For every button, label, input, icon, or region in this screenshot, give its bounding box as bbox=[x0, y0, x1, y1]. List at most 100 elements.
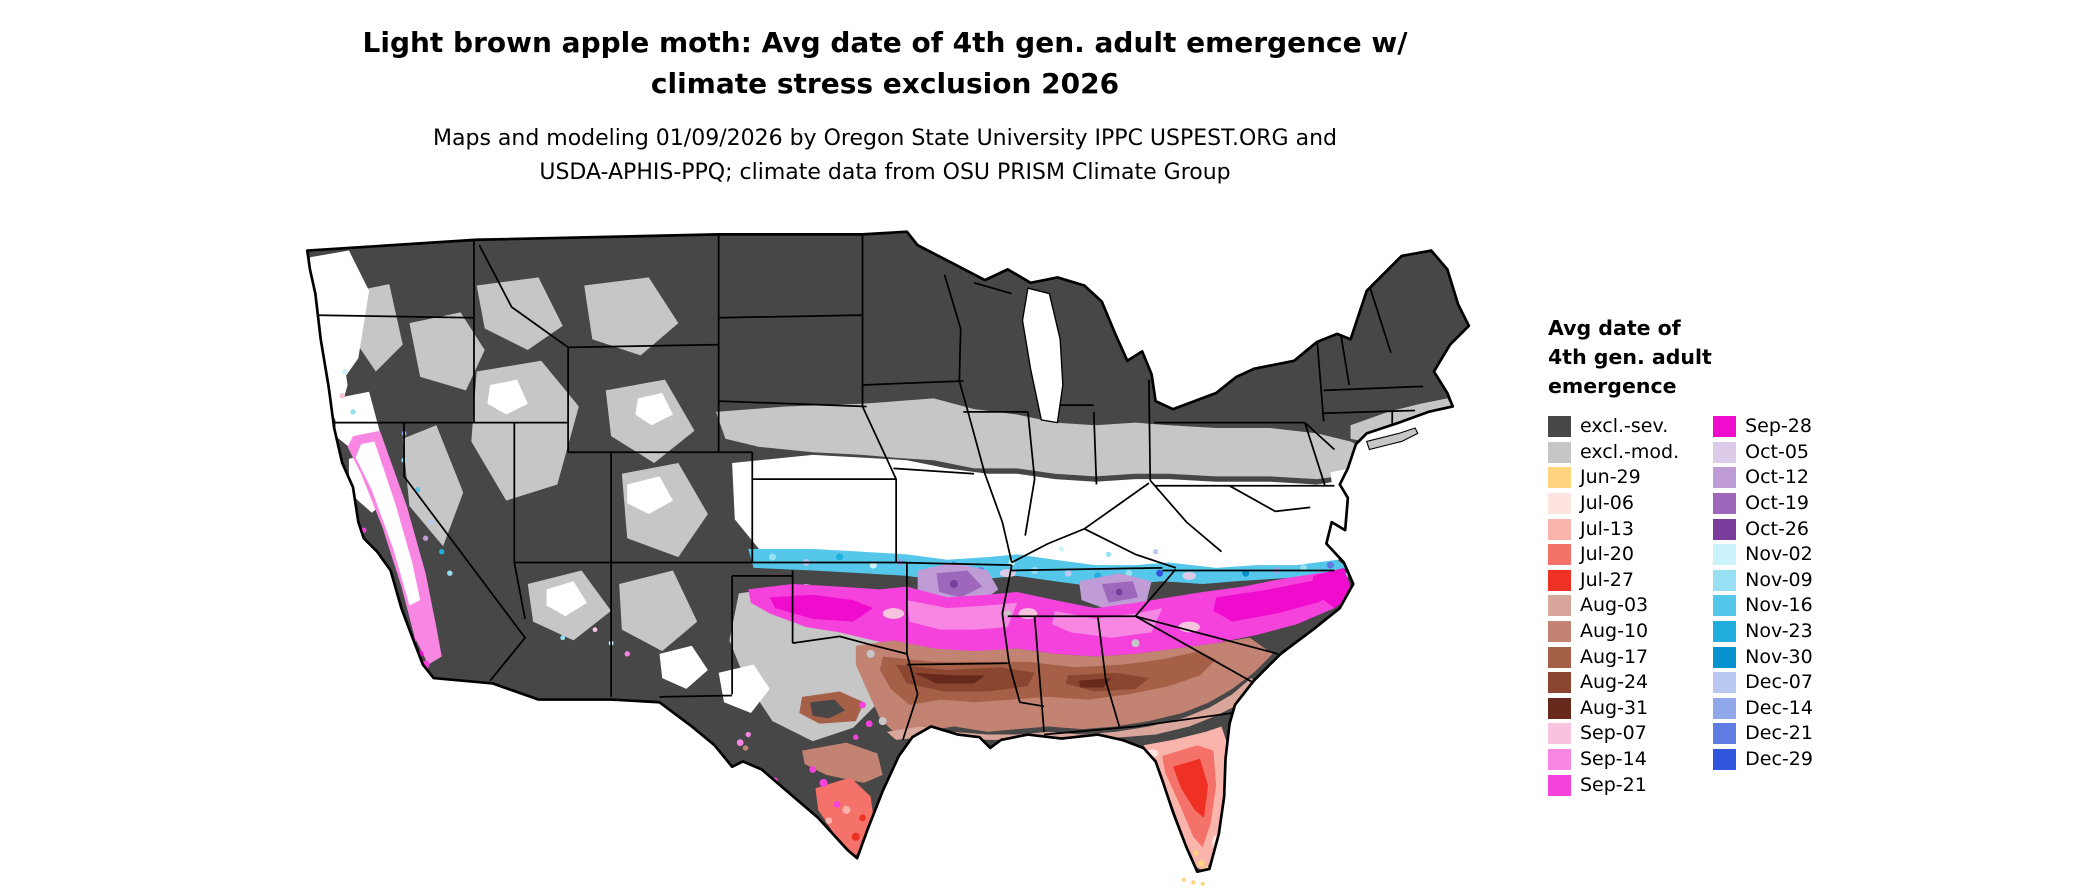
legend-column-1: excl.-sev. excl.-mod. Jun-29 Jul-06 Jul-13 Ju… bbox=[1548, 414, 1679, 798]
map-band-november-december bbox=[748, 546, 1348, 591]
legend-swatch bbox=[1548, 646, 1571, 668]
legend-swatch bbox=[1713, 493, 1737, 515]
legend-swatch bbox=[1713, 672, 1737, 694]
legend-label: Nov-02 bbox=[1745, 543, 1813, 566]
legend-swatch bbox=[1548, 595, 1571, 617]
legend-swatch bbox=[1713, 467, 1737, 489]
legend-item: Nov-23 bbox=[1713, 619, 1813, 645]
legend-swatch bbox=[1548, 774, 1571, 796]
legend-item: Dec-07 bbox=[1713, 670, 1813, 696]
legend-item: Jul-13 bbox=[1548, 516, 1679, 542]
legend-item: Nov-02 bbox=[1713, 542, 1813, 568]
map-title: Light brown apple moth: Avg date of 4th … bbox=[362, 26, 1408, 100]
legend-item: Nov-16 bbox=[1713, 593, 1813, 619]
legend-item: Sep-28 bbox=[1713, 414, 1813, 440]
map-region-urban-specks bbox=[866, 610, 1140, 726]
legend-label: Aug-10 bbox=[1580, 620, 1649, 643]
legend-swatch bbox=[1713, 416, 1737, 438]
legend-item: Dec-14 bbox=[1713, 696, 1813, 722]
legend-swatch bbox=[1548, 621, 1571, 643]
legend-swatch bbox=[1713, 749, 1737, 771]
legend-swatch bbox=[1548, 569, 1571, 591]
legend-swatch bbox=[1548, 544, 1571, 566]
legend-item: Jul-20 bbox=[1548, 542, 1679, 568]
map-us-outline bbox=[305, 230, 1471, 874]
map-band-september bbox=[748, 567, 1354, 657]
legend-swatch bbox=[1713, 621, 1737, 643]
map-region-october-purple bbox=[917, 562, 1196, 611]
legend-label: Sep-28 bbox=[1745, 415, 1812, 438]
legend-item: Oct-05 bbox=[1713, 440, 1813, 466]
florida-keys-specks bbox=[1181, 877, 1205, 886]
legend-item: Aug-31 bbox=[1548, 696, 1679, 722]
legend-columns: excl.-sev. excl.-mod. Jun-29 Jul-06 Jul-13 Ju… bbox=[1548, 414, 1813, 798]
legend-item: Sep-14 bbox=[1548, 747, 1679, 773]
us-map-container bbox=[275, 210, 1485, 888]
legend-item: excl.-mod. bbox=[1548, 440, 1679, 466]
legend-title: Avg date of 4th gen. adult emergence bbox=[1548, 316, 1712, 398]
legend-label: Jul-06 bbox=[1580, 492, 1634, 515]
lake-michigan bbox=[1021, 287, 1064, 424]
legend-label: Sep-07 bbox=[1580, 722, 1647, 745]
legend-item: Aug-24 bbox=[1548, 670, 1679, 696]
legend-label: Nov-30 bbox=[1745, 645, 1813, 668]
legend-item: excl.-sev. bbox=[1548, 414, 1679, 440]
legend-item: Oct-26 bbox=[1713, 516, 1813, 542]
legend-item: Aug-10 bbox=[1548, 619, 1679, 645]
legend-swatch bbox=[1713, 646, 1737, 668]
legend-swatch bbox=[1548, 416, 1571, 438]
legend-swatch bbox=[1713, 441, 1737, 463]
legend-item: Dec-29 bbox=[1713, 747, 1813, 773]
legend-label: excl.-mod. bbox=[1580, 440, 1680, 463]
long-island bbox=[1365, 427, 1419, 451]
legend-swatch bbox=[1548, 493, 1571, 515]
map-band-august bbox=[855, 637, 1273, 740]
legend-item: Sep-21 bbox=[1548, 772, 1679, 798]
us-map bbox=[305, 230, 1471, 886]
legend-label: Jun-29 bbox=[1580, 466, 1641, 489]
legend-label: Jul-20 bbox=[1580, 543, 1634, 566]
legend-item: Oct-12 bbox=[1713, 465, 1813, 491]
legend-label: Oct-26 bbox=[1745, 517, 1810, 540]
legend-item: Oct-19 bbox=[1713, 491, 1813, 517]
map-region-florida bbox=[1143, 726, 1227, 872]
legend-swatch bbox=[1548, 697, 1571, 719]
legend-label: Jul-27 bbox=[1580, 568, 1634, 591]
legend-item: Nov-30 bbox=[1713, 644, 1813, 670]
legend-swatch bbox=[1548, 723, 1571, 745]
legend-swatch bbox=[1548, 749, 1571, 771]
legend-swatch bbox=[1713, 697, 1737, 719]
legend-label: Sep-14 bbox=[1580, 748, 1647, 771]
legend-item: Dec-21 bbox=[1713, 721, 1813, 747]
legend: Avg date of 4th gen. adult emergence exc… bbox=[1548, 314, 1813, 798]
map-state-borders bbox=[312, 234, 1424, 741]
legend-label: Dec-21 bbox=[1745, 722, 1813, 745]
legend-label: Aug-17 bbox=[1580, 645, 1649, 668]
legend-item: Jul-27 bbox=[1548, 568, 1679, 594]
legend-swatch bbox=[1548, 518, 1571, 540]
legend-swatch bbox=[1713, 518, 1737, 540]
legend-label: Nov-09 bbox=[1745, 568, 1813, 591]
legend-item: Nov-09 bbox=[1713, 568, 1813, 594]
legend-label: Aug-03 bbox=[1580, 594, 1649, 617]
map-subtitle: Maps and modeling 01/09/2026 by Oregon S… bbox=[433, 126, 1337, 185]
legend-column-2: Sep-28 Oct-05 Oct-12 Oct-19 Oct-26 Nov-02 Nov-… bbox=[1713, 414, 1813, 798]
legend-swatch bbox=[1713, 723, 1737, 745]
legend-label: Sep-21 bbox=[1580, 773, 1647, 796]
legend-label: excl.-sev. bbox=[1580, 415, 1669, 438]
legend-label: Oct-05 bbox=[1745, 440, 1810, 463]
legend-item: Aug-03 bbox=[1548, 593, 1679, 619]
legend-swatch bbox=[1713, 569, 1737, 591]
legend-label: Aug-24 bbox=[1580, 671, 1649, 694]
legend-label: Jul-13 bbox=[1580, 517, 1634, 540]
legend-item: Aug-17 bbox=[1548, 644, 1679, 670]
legend-label: Oct-19 bbox=[1745, 492, 1810, 515]
legend-label: Dec-14 bbox=[1745, 696, 1813, 719]
legend-label: Oct-12 bbox=[1745, 466, 1810, 489]
legend-label: Dec-07 bbox=[1745, 671, 1813, 694]
legend-label: Nov-16 bbox=[1745, 594, 1813, 617]
legend-item: Jun-29 bbox=[1548, 465, 1679, 491]
legend-item: Jul-06 bbox=[1548, 491, 1679, 517]
legend-item: Sep-07 bbox=[1548, 721, 1679, 747]
legend-swatch bbox=[1548, 467, 1571, 489]
